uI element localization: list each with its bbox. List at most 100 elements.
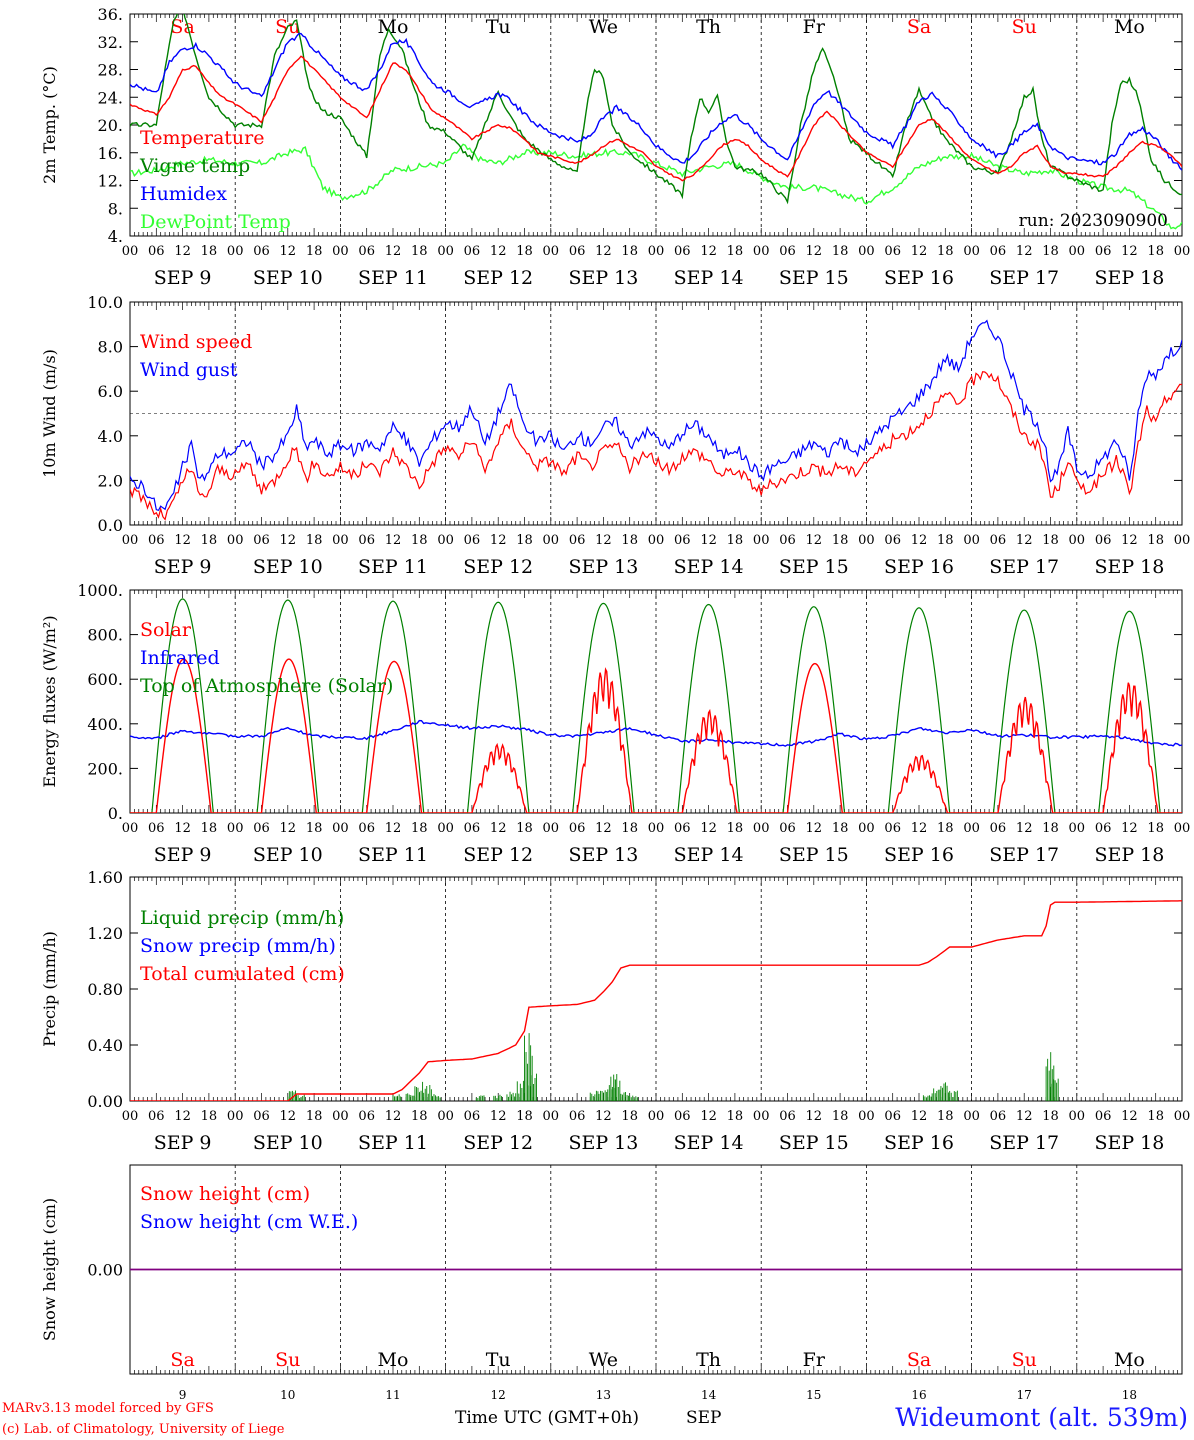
hour-tick-label: 06: [779, 821, 796, 836]
hour-tick-label: 06: [1095, 1109, 1112, 1124]
y-tick-label: 6.0: [98, 382, 123, 401]
hour-tick-label: 18: [201, 821, 218, 836]
hour-tick-label: 00: [332, 533, 349, 548]
hour-tick-label: 18: [1042, 1109, 1059, 1124]
hour-tick-label: 18: [1147, 244, 1164, 259]
y-axis-label: 2m Temp. (°C): [40, 66, 59, 184]
legend-entry: Temperature: [140, 127, 264, 149]
legend-entry: Solar: [140, 619, 192, 641]
hour-tick-label: 12: [595, 244, 612, 259]
hour-tick-label: 00: [858, 533, 875, 548]
hour-tick-label: 18: [937, 1109, 954, 1124]
hour-tick-label: 12: [700, 533, 717, 548]
date-label: SEP 18: [1094, 844, 1164, 866]
day-name-label: Th: [696, 16, 721, 38]
date-label: SEP 14: [674, 1132, 744, 1154]
hour-tick-label: 06: [358, 244, 375, 259]
hour-tick-label: 12: [385, 244, 402, 259]
y-tick-label: 32.: [98, 33, 123, 52]
hour-tick-label: 00: [543, 821, 560, 836]
hour-tick-label: 12: [385, 1109, 402, 1124]
hour-tick-label: 12: [280, 533, 297, 548]
day-number-label: 15: [806, 1388, 821, 1402]
day-name-label: Su: [275, 1349, 300, 1371]
date-label: SEP 17: [989, 844, 1059, 866]
hour-tick-label: 12: [490, 533, 507, 548]
hour-tick-label: 00: [332, 1109, 349, 1124]
hour-tick-label: 00: [753, 244, 770, 259]
hour-tick-label: 00: [437, 1109, 454, 1124]
series-infrared: [130, 719, 1182, 747]
hour-tick-label: 00: [122, 821, 139, 836]
hour-tick-label: 00: [648, 533, 665, 548]
date-label: SEP 13: [568, 844, 638, 866]
hour-tick-label: 18: [1147, 1109, 1164, 1124]
y-axis-label: 10m Wind (m/s): [40, 349, 59, 478]
hour-tick-label: 18: [832, 821, 849, 836]
hour-tick-label: 12: [280, 244, 297, 259]
hour-tick-label: 18: [306, 244, 323, 259]
hour-tick-label: 00: [543, 533, 560, 548]
series-vigne-temp: [130, 14, 1182, 205]
hour-tick-label: 12: [911, 533, 928, 548]
series-group: [130, 598, 1182, 813]
hour-tick-label: 12: [385, 533, 402, 548]
date-label: SEP 14: [674, 556, 744, 578]
hour-tick-label: 12: [1016, 1109, 1033, 1124]
hour-tick-label: 06: [674, 1109, 691, 1124]
hour-tick-label: 18: [411, 533, 428, 548]
legend-entry: DewPoint Temp: [140, 211, 291, 233]
hour-tick-label: 06: [1095, 244, 1112, 259]
hour-tick-label: 18: [727, 1109, 744, 1124]
day-name-label: Su: [1012, 16, 1037, 38]
hour-tick-label: 06: [358, 821, 375, 836]
y-tick-label: 0.00: [87, 1092, 123, 1111]
date-label: SEP 15: [779, 556, 849, 578]
hour-tick-label: 18: [411, 1109, 428, 1124]
hour-tick-label: 06: [358, 533, 375, 548]
hour-tick-label: 12: [911, 821, 928, 836]
hour-tick-label: 18: [201, 533, 218, 548]
hour-tick-label: 18: [832, 533, 849, 548]
hour-tick-label: 06: [674, 533, 691, 548]
hour-tick-label: 18: [727, 821, 744, 836]
y-tick-label: 16.: [98, 144, 123, 163]
series-temperature: [130, 55, 1182, 182]
legend-entry: Humidex: [140, 183, 227, 205]
day-name-label: Fr: [803, 1349, 826, 1371]
y-axis-label: Precip (mm/h): [40, 931, 59, 1047]
date-label: SEP 17: [989, 556, 1059, 578]
date-label: SEP 16: [884, 844, 954, 866]
hour-tick-label: 06: [569, 533, 586, 548]
date-label: SEP 14: [674, 844, 744, 866]
hour-tick-label: 18: [1042, 244, 1059, 259]
hour-tick-label: 18: [201, 1109, 218, 1124]
hour-tick-label: 06: [148, 533, 165, 548]
hour-tick-label: 18: [201, 244, 218, 259]
date-label: SEP 13: [568, 1132, 638, 1154]
date-label: SEP 11: [358, 267, 428, 289]
legend-entry: Wind speed: [140, 331, 252, 353]
hour-tick-label: 18: [411, 821, 428, 836]
date-label: SEP 17: [989, 267, 1059, 289]
day-name-label: Sa: [170, 1349, 194, 1371]
credit-line-1: MARv3.13 model forced by GFS: [2, 1401, 214, 1416]
hour-tick-label: 18: [621, 533, 638, 548]
date-label: SEP 9: [154, 1132, 212, 1154]
day-name-label: We: [589, 16, 618, 38]
day-number-label: 13: [596, 1388, 611, 1402]
hour-tick-label: 06: [884, 1109, 901, 1124]
hour-tick-label: 00: [858, 821, 875, 836]
hour-tick-label: 06: [253, 1109, 270, 1124]
panel-snow: 0.00 Snow height (cm) Sa 9 Su 10 Mo 11 Tu 12 We 13 T…: [40, 1164, 1183, 1402]
date-label: SEP 10: [253, 1132, 323, 1154]
hour-tick-label: 00: [122, 533, 139, 548]
series-group: [130, 319, 1182, 521]
hour-tick-label: 18: [1042, 821, 1059, 836]
credit-line-2: (c) Lab. of Climatology, University of L…: [2, 1422, 285, 1437]
hour-tick-label: 00: [858, 244, 875, 259]
hour-tick-label: 06: [148, 821, 165, 836]
hour-tick-label: 06: [569, 1109, 586, 1124]
day-name-label: Mo: [1114, 16, 1145, 38]
date-label: SEP 16: [884, 267, 954, 289]
